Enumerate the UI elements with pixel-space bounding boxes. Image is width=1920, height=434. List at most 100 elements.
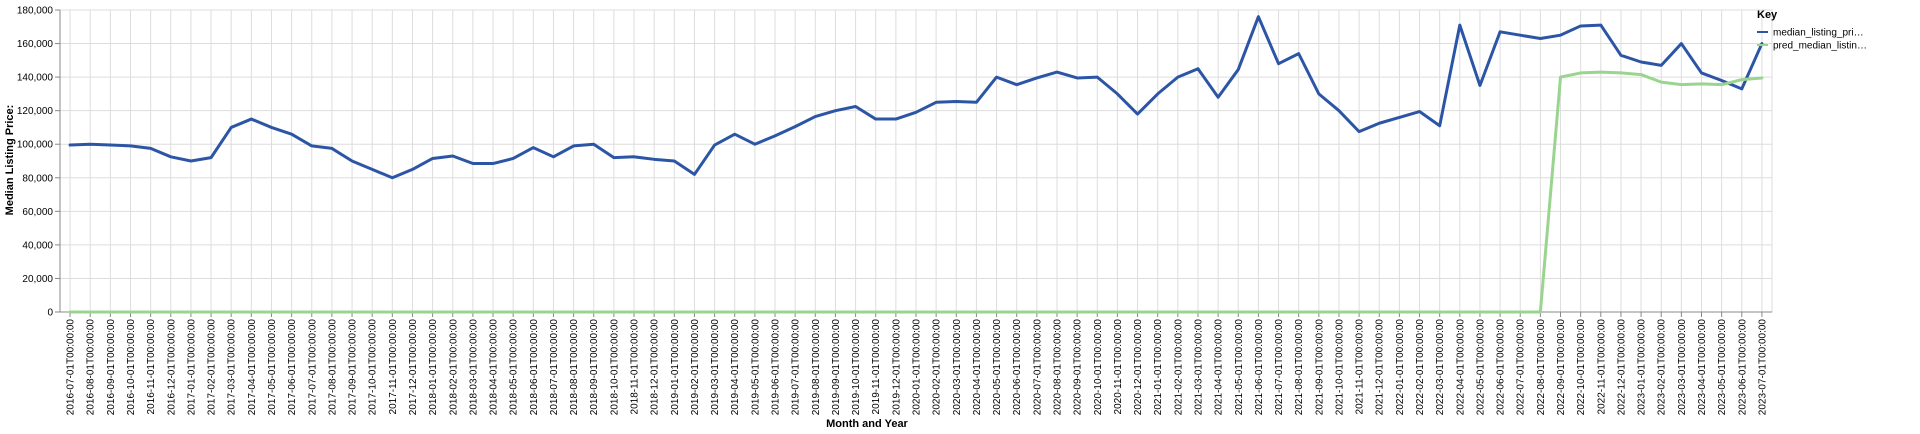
x-tick-label: 2021-10-01T00:00:00 — [1334, 319, 1345, 416]
x-tick-label: 2020-01-01T00:00:00 — [912, 319, 923, 416]
x-tick-label: 2021-06-01T00:00:00 — [1254, 319, 1265, 416]
x-tick-label: 2022-01-01T00:00:00 — [1395, 319, 1406, 416]
x-tick-label: 2021-11-01T00:00:00 — [1355, 319, 1366, 415]
x-tick-label: 2020-10-01T00:00:00 — [1093, 319, 1104, 416]
x-tick-label: 2018-10-01T00:00:00 — [609, 319, 620, 416]
x-tick-label: 2023-03-01T00:00:00 — [1677, 319, 1688, 416]
x-tick-label: 2018-01-01T00:00:00 — [428, 319, 439, 416]
x-tick-label: 2022-08-01T00:00:00 — [1536, 319, 1547, 416]
x-tick-label: 2017-04-01T00:00:00 — [247, 319, 258, 416]
x-tick-label: 2017-11-01T00:00:00 — [388, 319, 399, 415]
x-tick-label: 2019-02-01T00:00:00 — [690, 319, 701, 416]
x-tick-label: 2021-04-01T00:00:00 — [1214, 319, 1225, 416]
x-tick-label: 2023-05-01T00:00:00 — [1717, 319, 1728, 416]
x-tick-label: 2021-01-01T00:00:00 — [1153, 319, 1164, 416]
x-tick-label: 2021-12-01T00:00:00 — [1375, 319, 1386, 416]
x-tick-label: 2020-11-01T00:00:00 — [1113, 319, 1124, 415]
x-tick-label: 2017-06-01T00:00:00 — [287, 319, 298, 416]
x-tick-label: 2018-05-01T00:00:00 — [509, 319, 520, 416]
y-axis-title: Median Listing Price: — [4, 105, 16, 216]
x-tick-label: 2017-07-01T00:00:00 — [307, 319, 318, 416]
x-tick-label: 2016-12-01T00:00:00 — [166, 319, 177, 416]
y-tick-label: 140,000 — [17, 73, 54, 84]
y-tick-label: 180,000 — [17, 6, 54, 17]
axes: 0 20,000 40,000 60,000 80,000 100,000 120,000 1… — [17, 6, 1772, 416]
legend-label: median_listing_pri… — [1773, 28, 1864, 39]
x-tick-label: 2018-11-01T00:00:00 — [630, 319, 641, 415]
x-tick-label: 2022-10-01T00:00:00 — [1576, 319, 1587, 416]
x-tick-label: 2017-10-01T00:00:00 — [368, 319, 379, 416]
x-tick-label: 2021-05-01T00:00:00 — [1234, 319, 1245, 416]
x-tick-label: 2023-04-01T00:00:00 — [1697, 319, 1708, 416]
x-tick-label: 2018-06-01T00:00:00 — [529, 319, 540, 416]
x-tick-label: 2019-06-01T00:00:00 — [771, 319, 782, 416]
x-tick-label: 2016-10-01T00:00:00 — [126, 319, 137, 416]
x-tick-label: 2022-02-01T00:00:00 — [1415, 319, 1426, 416]
x-tick-label: 2017-03-01T00:00:00 — [227, 319, 238, 416]
legend-label: pred_median_listin… — [1773, 41, 1867, 52]
legend: Key median_listing_pri… pred_median_listi… — [1757, 9, 1867, 52]
x-tick-label: 2021-09-01T00:00:00 — [1314, 319, 1325, 416]
y-tick-label: 20,000 — [22, 274, 53, 285]
x-tick-label: 2019-11-01T00:00:00 — [871, 319, 882, 415]
x-tick-label: 2021-02-01T00:00:00 — [1173, 319, 1184, 416]
x-tick-label: 2018-09-01T00:00:00 — [589, 319, 600, 416]
x-tick-label: 2019-01-01T00:00:00 — [670, 319, 681, 416]
x-tick-label: 2018-04-01T00:00:00 — [489, 319, 500, 416]
x-tick-label: 2018-08-01T00:00:00 — [569, 319, 580, 416]
x-tick-label: 2019-07-01T00:00:00 — [791, 319, 802, 416]
x-tick-label: 2019-08-01T00:00:00 — [811, 319, 822, 416]
x-tick-label: 2022-05-01T00:00:00 — [1475, 319, 1486, 416]
x-tick-label: 2017-09-01T00:00:00 — [348, 319, 359, 416]
series-line-2 — [68, 70, 1764, 314]
x-tick-label: 2023-07-01T00:00:00 — [1757, 319, 1768, 416]
y-tick-label: 80,000 — [22, 173, 53, 184]
y-tick-label: 60,000 — [22, 207, 53, 218]
x-tick-label: 2017-01-01T00:00:00 — [186, 319, 197, 416]
x-tick-label: 2017-05-01T00:00:00 — [267, 319, 278, 416]
x-tick-label: 2021-08-01T00:00:00 — [1294, 319, 1305, 416]
x-tick-label: 2019-12-01T00:00:00 — [891, 319, 902, 416]
x-tick-label: 2020-02-01T00:00:00 — [932, 319, 943, 416]
x-tick-label: 2020-05-01T00:00:00 — [992, 319, 1003, 416]
x-tick-label: 2023-01-01T00:00:00 — [1637, 319, 1648, 416]
x-tick-label: 2022-03-01T00:00:00 — [1435, 319, 1446, 416]
x-tick-label: 2022-09-01T00:00:00 — [1556, 319, 1567, 416]
x-tick-label: 2016-09-01T00:00:00 — [106, 319, 117, 416]
x-tick-label: 2020-04-01T00:00:00 — [972, 319, 983, 416]
series-lines — [68, 15, 1764, 314]
x-tick-label: 2023-02-01T00:00:00 — [1657, 319, 1668, 416]
x-tick-label: 2018-12-01T00:00:00 — [650, 319, 661, 416]
x-tick-label: 2022-12-01T00:00:00 — [1616, 319, 1627, 416]
x-tick-label: 2021-07-01T00:00:00 — [1274, 319, 1285, 416]
x-tick-label: 2019-09-01T00:00:00 — [831, 319, 842, 416]
x-tick-label: 2018-02-01T00:00:00 — [448, 319, 459, 416]
gridlines — [59, 9, 1773, 313]
x-tick-label: 2016-11-01T00:00:00 — [146, 319, 157, 415]
y-tick-label: 160,000 — [17, 39, 54, 50]
x-tick-label: 2016-08-01T00:00:00 — [86, 319, 97, 416]
x-tick-label: 2018-07-01T00:00:00 — [549, 319, 560, 416]
x-axis-title: Month and Year — [826, 418, 908, 430]
x-tick-label: 2022-06-01T00:00:00 — [1496, 319, 1507, 416]
x-tick-label: 2017-08-01T00:00:00 — [327, 319, 338, 416]
y-tick-label: 0 — [47, 308, 53, 319]
y-tick-label: 100,000 — [17, 140, 54, 151]
series-line-1 — [68, 15, 1764, 180]
x-tick-label: 2017-02-01T00:00:00 — [207, 319, 218, 416]
x-tick-label: 2020-03-01T00:00:00 — [952, 319, 963, 416]
x-tick-label: 2022-11-01T00:00:00 — [1596, 319, 1607, 415]
x-tick-label: 2021-03-01T00:00:00 — [1193, 319, 1204, 416]
x-tick-label: 2016-07-01T00:00:00 — [66, 319, 77, 416]
x-tick-label: 2020-12-01T00:00:00 — [1133, 319, 1144, 416]
x-tick-label: 2017-12-01T00:00:00 — [408, 319, 419, 416]
x-tick-label: 2020-07-01T00:00:00 — [1032, 319, 1043, 416]
legend-title: Key — [1757, 9, 1778, 21]
y-tick-label: 120,000 — [17, 106, 54, 117]
x-tick-label: 2020-08-01T00:00:00 — [1052, 319, 1063, 416]
x-tick-label: 2022-04-01T00:00:00 — [1455, 319, 1466, 416]
x-tick-label: 2023-06-01T00:00:00 — [1737, 319, 1748, 416]
legend-items: median_listing_pri… pred_median_listin… — [1757, 28, 1867, 52]
